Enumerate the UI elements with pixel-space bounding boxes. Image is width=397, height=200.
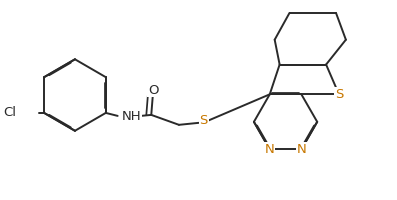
Text: N: N — [265, 143, 275, 156]
Text: S: S — [335, 88, 343, 101]
Text: Cl: Cl — [4, 106, 16, 119]
Text: NH: NH — [121, 110, 141, 123]
Text: N: N — [297, 143, 306, 156]
Text: S: S — [199, 114, 208, 127]
Text: O: O — [148, 84, 158, 97]
